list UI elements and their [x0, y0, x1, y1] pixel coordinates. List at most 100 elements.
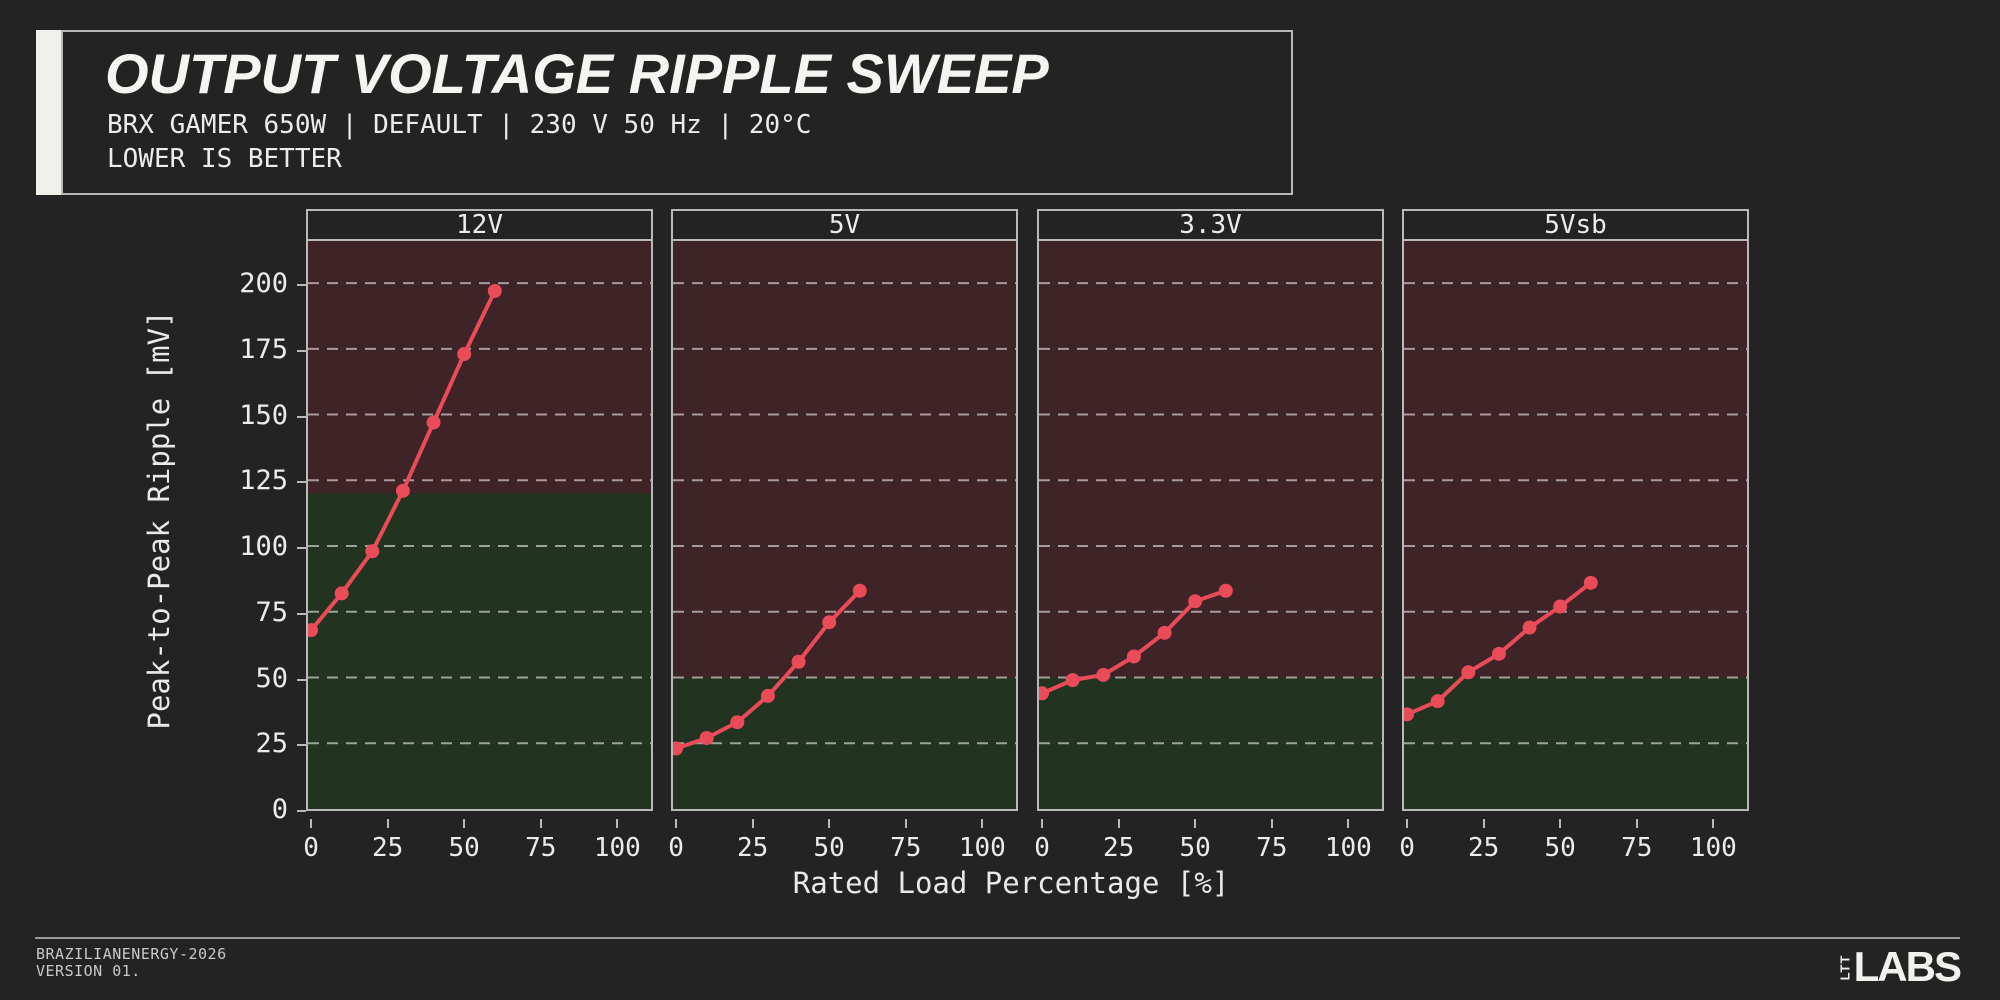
- header-subtitle: BRX GAMER 650W | DEFAULT | 230 V 50 Hz |…: [107, 110, 812, 140]
- data-point-0pct: [1039, 686, 1050, 701]
- x-tick-mark-25: [1482, 819, 1485, 828]
- y-tick-mark-50: [297, 678, 306, 681]
- data-point-0pct: [1404, 707, 1415, 722]
- panel-title-5v: 5V: [671, 209, 1018, 241]
- y-tick-label-0: 0: [271, 794, 288, 825]
- data-point-60pct: [1583, 575, 1598, 590]
- data-point-10pct: [699, 731, 714, 745]
- x-tick-mark-25: [386, 819, 389, 828]
- y-tick-mark-0: [297, 810, 306, 812]
- x-tick-mark-25: [1117, 819, 1120, 828]
- data-point-40pct: [791, 654, 806, 669]
- data-point-0pct: [308, 623, 319, 638]
- data-point-40pct: [1522, 620, 1537, 635]
- data-point-10pct: [334, 586, 349, 601]
- x-tick-mark-75: [539, 819, 542, 828]
- panel-12v: 12V 0 25 50 75 100: [303, 209, 653, 863]
- footer-version: VERSION 01.: [36, 962, 141, 980]
- x-tick-mark-0: [1041, 819, 1044, 828]
- x-axis-ticks-5v: 0 25 50 75 100: [668, 819, 1016, 879]
- data-point-60pct: [1218, 583, 1233, 598]
- data-point-60pct: [487, 283, 502, 298]
- within-limit-zone: [308, 493, 651, 809]
- data-point-20pct: [1461, 665, 1476, 680]
- x-tick-mark-0: [675, 819, 678, 828]
- x-tick-label-100: 100: [1689, 833, 1737, 863]
- y-tick-mark-75: [297, 612, 306, 615]
- data-point-10pct: [1430, 694, 1445, 709]
- x-tick-mark-0: [310, 819, 313, 828]
- y-tick-label-25: 25: [255, 728, 288, 760]
- plot-area-5vsb: [1402, 241, 1749, 811]
- x-tick-mark-0: [1406, 819, 1409, 828]
- x-tick-label-25: 25: [371, 833, 404, 863]
- data-point-20pct: [1096, 667, 1111, 682]
- y-tick-mark-125: [297, 481, 306, 484]
- plot-area-12v: [306, 241, 653, 811]
- y-tick-label-50: 50: [255, 662, 288, 694]
- data-point-30pct: [395, 483, 410, 498]
- header-accent-bar: [36, 30, 61, 195]
- y-tick-mark-150: [297, 415, 306, 418]
- data-point-20pct: [730, 715, 745, 730]
- footer-project: BRAZILIANENERGY-2026: [36, 945, 227, 963]
- x-tick-label-100: 100: [1324, 833, 1372, 863]
- x-tick-mark-100: [1712, 819, 1715, 828]
- x-tick-label-25: 25: [1102, 833, 1135, 863]
- x-tick-mark-100: [1347, 819, 1350, 828]
- data-point-10pct: [1065, 673, 1080, 688]
- footer-credits: BRAZILIANENERGY-2026 VERSION 01.: [36, 946, 227, 980]
- over-limit-zone: [1039, 241, 1382, 678]
- y-tick-label-75: 75: [255, 596, 288, 628]
- x-tick-label-0: 0: [1399, 833, 1415, 863]
- panel-title-5vsb: 5Vsb: [1402, 209, 1749, 241]
- data-point-50pct: [457, 347, 472, 362]
- x-tick-mark-25: [751, 819, 754, 828]
- x-tick-mark-50: [828, 819, 831, 828]
- over-limit-zone: [308, 241, 651, 494]
- y-tick-label-200: 200: [239, 268, 288, 300]
- plot-svg-5vsb: [1404, 241, 1747, 809]
- x-tick-mark-50: [1559, 819, 1562, 828]
- data-point-30pct: [1491, 646, 1506, 661]
- x-tick-label-0: 0: [303, 833, 319, 863]
- x-tick-label-25: 25: [736, 833, 769, 863]
- y-tick-label-125: 125: [239, 465, 288, 497]
- x-tick-label-0: 0: [1034, 833, 1050, 863]
- panel-3v3: 3.3V 0 25 50 75 100: [1034, 209, 1384, 863]
- x-tick-label-50: 50: [1544, 833, 1576, 863]
- data-point-30pct: [1126, 649, 1141, 664]
- page-title: OUTPUT VOLTAGE RIPPLE SWEEP: [105, 42, 1049, 105]
- x-tick-mark-100: [616, 819, 619, 828]
- panel-5v: 5V 0 25 50 75 100: [668, 209, 1018, 863]
- data-point-50pct: [1188, 594, 1203, 609]
- data-point-50pct: [822, 615, 837, 630]
- y-tick-mark-200: [297, 284, 306, 287]
- header-note: LOWER IS BETTER: [107, 144, 342, 174]
- data-point-40pct: [1157, 625, 1172, 640]
- data-point-50pct: [1553, 599, 1568, 614]
- data-point-30pct: [760, 688, 775, 703]
- header-box: OUTPUT VOLTAGE RIPPLE SWEEP BRX GAMER 65…: [61, 30, 1293, 195]
- data-point-0pct: [673, 741, 684, 756]
- ltt-labs-logo: LTT LABS: [1832, 943, 1962, 990]
- plot-svg-5v: [673, 241, 1016, 809]
- panel-5vsb: 5Vsb 0 25 50 75 100: [1399, 209, 1749, 863]
- x-tick-label-100: 100: [593, 833, 641, 863]
- x-tick-label-25: 25: [1467, 833, 1500, 863]
- x-tick-mark-50: [463, 819, 466, 828]
- x-tick-mark-100: [981, 819, 984, 828]
- y-tick-label-150: 150: [239, 399, 288, 431]
- plot-svg-12v: [308, 241, 651, 809]
- x-tick-mark-50: [1194, 819, 1197, 828]
- y-axis-ticks: 0 25 50 75 100 125 150 175 200: [0, 243, 306, 825]
- y-tick-label-175: 175: [239, 333, 288, 365]
- data-point-40pct: [426, 415, 441, 430]
- plot-area-5v: [671, 241, 1018, 811]
- panel-title-3v3: 3.3V: [1037, 209, 1384, 241]
- logo-ltt-text: LTT: [1837, 954, 1853, 980]
- data-point-60pct: [852, 583, 867, 598]
- x-tick-label-75: 75: [1256, 833, 1288, 863]
- x-axis-title: Rated Load Percentage [%]: [792, 866, 1230, 900]
